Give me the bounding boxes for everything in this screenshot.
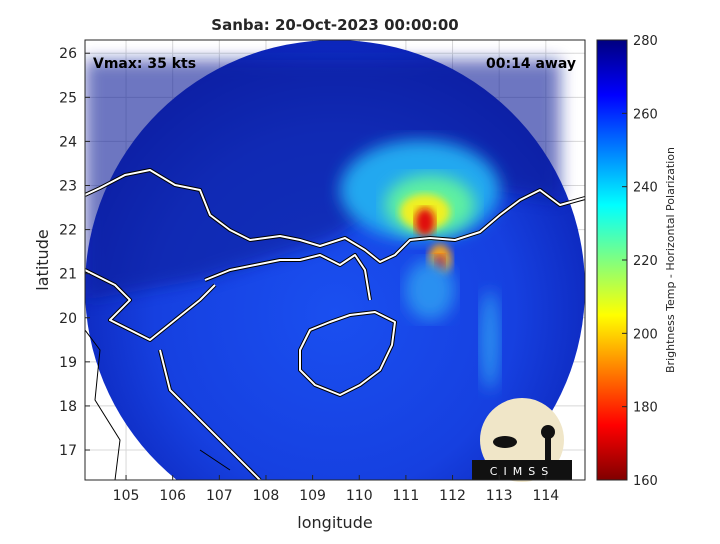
cloud bbox=[480, 290, 500, 390]
colorbar-label: Brightness Temp - Horizontal Polarizatio… bbox=[664, 147, 677, 373]
cloud bbox=[405, 260, 455, 320]
colorbar-tick-label: 180 bbox=[633, 401, 658, 416]
x-tick-label: 107 bbox=[206, 488, 233, 504]
x-tick-label: 110 bbox=[346, 488, 373, 504]
x-tick-label: 108 bbox=[253, 488, 280, 504]
x-axis-label: longitude bbox=[297, 513, 372, 532]
y-axis-label: latitude bbox=[33, 229, 52, 290]
colorbar-tick-label: 160 bbox=[633, 474, 658, 489]
x-tick-label: 105 bbox=[113, 488, 140, 504]
x-tick-label: 114 bbox=[532, 488, 559, 504]
coastlines bbox=[85, 168, 585, 480]
x-tick-label: 113 bbox=[486, 488, 513, 504]
y-tick-label: 23 bbox=[59, 178, 77, 194]
logo-band bbox=[472, 460, 572, 480]
x-tick-label: 109 bbox=[299, 488, 326, 504]
logo-dish bbox=[493, 436, 517, 448]
logo-tower bbox=[541, 425, 555, 439]
x-tick-label: 106 bbox=[159, 488, 186, 504]
convection bbox=[340, 140, 500, 390]
y-tick-label: 19 bbox=[59, 355, 77, 371]
colorbar-tick-label: 200 bbox=[633, 327, 658, 342]
x-tick-label: 112 bbox=[439, 488, 466, 504]
colorbar-tick-label: 240 bbox=[633, 181, 658, 196]
cimss-logo: CIMSS bbox=[472, 398, 572, 482]
logo-text: CIMSS bbox=[490, 465, 554, 478]
y-tick-label: 18 bbox=[59, 399, 77, 415]
y-tick-label: 17 bbox=[59, 443, 77, 459]
colorbar-tick-label: 280 bbox=[633, 34, 658, 49]
cloud bbox=[415, 208, 435, 236]
swath bbox=[85, 40, 585, 480]
colorbar-tick-label: 260 bbox=[633, 107, 658, 122]
x-tick-label: 111 bbox=[393, 488, 420, 504]
time-label: 00:14 away bbox=[486, 56, 576, 72]
land-cold bbox=[85, 60, 560, 300]
y-tick-label: 24 bbox=[59, 134, 77, 150]
chart-title: Sanba: 20-Oct-2023 00:00:00 bbox=[211, 16, 458, 34]
intensity-label: Vmax: 35 kts bbox=[93, 56, 196, 72]
y-tick-label: 21 bbox=[59, 267, 77, 283]
plot-frame bbox=[84, 39, 586, 481]
ticks: 105 106 107 108 109 110 111 112 113 114 17 18 19 20 21… bbox=[59, 34, 658, 504]
logo-tower-base bbox=[545, 438, 551, 460]
y-tick-label: 25 bbox=[59, 90, 77, 106]
y-tick-label: 26 bbox=[59, 46, 77, 62]
y-tick-label: 22 bbox=[59, 223, 77, 239]
y-tick-label: 20 bbox=[59, 311, 77, 327]
colorbar-tick-label: 220 bbox=[633, 254, 658, 269]
